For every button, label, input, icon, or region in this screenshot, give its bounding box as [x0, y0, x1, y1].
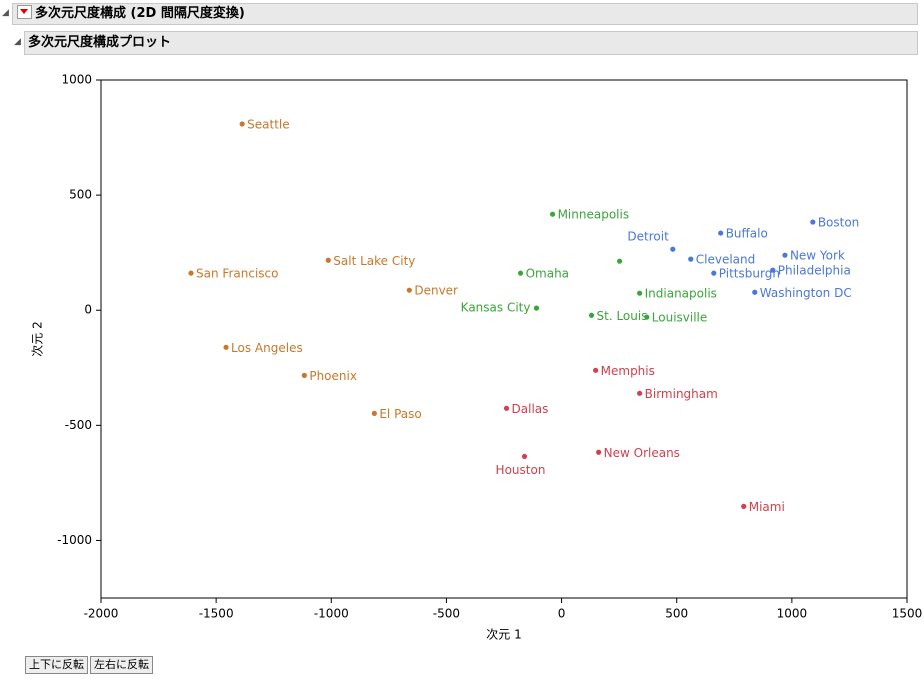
report-title: 多次元尺度構成 (2D 間隔尺度変換): [35, 6, 245, 21]
data-point: [670, 246, 676, 252]
data-point: [596, 449, 602, 455]
data-point: [588, 312, 595, 318]
point-label: St. Louis: [597, 309, 648, 323]
point-label: Philadelphia: [778, 264, 851, 278]
x-axis-label: 次元 1: [486, 628, 521, 642]
point-label: Dallas: [512, 402, 549, 416]
y-tick-label: -1000: [57, 533, 92, 547]
data-point: [770, 267, 776, 273]
point-label: Memphis: [601, 364, 655, 378]
data-point: [533, 305, 540, 311]
flip-horizontal-button[interactable]: 左右に反転: [90, 656, 153, 674]
x-tick-label: 1000: [777, 607, 808, 621]
point-label: Louisville: [652, 311, 708, 325]
point-label: Detroit: [627, 230, 669, 244]
data-point: [239, 121, 245, 127]
point-label: Salt Lake City: [333, 254, 415, 268]
point-label: Birmingham: [645, 387, 718, 401]
point-label: Denver: [414, 284, 458, 298]
data-point: [503, 405, 510, 411]
data-point: [718, 230, 724, 236]
x-tick-label: 0: [558, 607, 566, 621]
data-point: [688, 256, 694, 262]
plot-frame: [100, 79, 908, 599]
data-point: [741, 503, 747, 509]
y-tick-label: 0: [84, 303, 92, 317]
point-label: Minneapolis: [558, 208, 630, 222]
y-tick-label: -500: [65, 418, 92, 432]
point-label: Miami: [749, 500, 785, 514]
point-label: Buffalo: [726, 227, 768, 241]
data-point: [517, 270, 524, 276]
data-point: [549, 211, 556, 217]
disclosure-icon[interactable]: ◢: [14, 37, 21, 47]
section-title: 多次元尺度構成プロット: [28, 35, 172, 50]
data-point: [711, 270, 717, 276]
x-tick-label: 500: [665, 607, 688, 621]
point-label: Los Angeles: [231, 341, 303, 355]
disclosure-icon[interactable]: ◢: [2, 8, 9, 18]
data-point: [593, 367, 599, 373]
data-point: [188, 270, 194, 276]
section-header: 多次元尺度構成プロット: [24, 31, 918, 55]
point-label: New Orleans: [604, 446, 680, 460]
data-point: [637, 390, 643, 396]
data-point: [325, 257, 331, 263]
data-point: [406, 287, 412, 293]
data-point: [810, 219, 816, 225]
data-point: [752, 289, 758, 295]
point-label: Cleveland: [696, 253, 756, 267]
data-point: [223, 344, 229, 350]
data-point: [644, 314, 650, 320]
y-tick-label: 1000: [61, 73, 92, 87]
point-label: El Paso: [379, 407, 421, 421]
y-tick-label: 500: [69, 188, 92, 202]
point-label: Omaha: [526, 267, 569, 281]
x-tick-label: -2000: [84, 607, 119, 621]
data-point: [521, 453, 528, 460]
report-header: 多次元尺度構成 (2D 間隔尺度変換): [12, 3, 918, 25]
data-point: [617, 258, 623, 264]
point-label: Houston: [496, 463, 546, 477]
point-label: Indianapolis: [645, 287, 717, 301]
data-point: [301, 372, 307, 378]
point-label: Phoenix: [309, 369, 357, 383]
x-tick-label: -1500: [199, 607, 234, 621]
data-point: [637, 290, 643, 296]
menu-button[interactable]: [17, 5, 32, 19]
chart: -2000 -1500 -1000 -500 0 500 1000 1500 -1000 -500…: [31, 73, 923, 642]
point-label: Boston: [818, 216, 859, 230]
y-axis-label: 次元 2: [31, 321, 45, 356]
data-point: [782, 252, 788, 258]
point-label: Washington DC: [760, 286, 852, 300]
point-label: Seattle: [247, 117, 289, 131]
flip-vertical-button[interactable]: 上下に反転: [25, 656, 88, 674]
x-tick-label: -500: [433, 607, 460, 621]
point-label: San Francisco: [196, 267, 278, 281]
point-label: Pittsburgh: [719, 267, 780, 281]
x-tick-label: -1000: [314, 607, 349, 621]
data-point: [371, 410, 377, 416]
x-tick-label: 1500: [892, 607, 923, 621]
point-label: New York: [790, 249, 845, 263]
point-label: Kansas City: [461, 301, 531, 315]
